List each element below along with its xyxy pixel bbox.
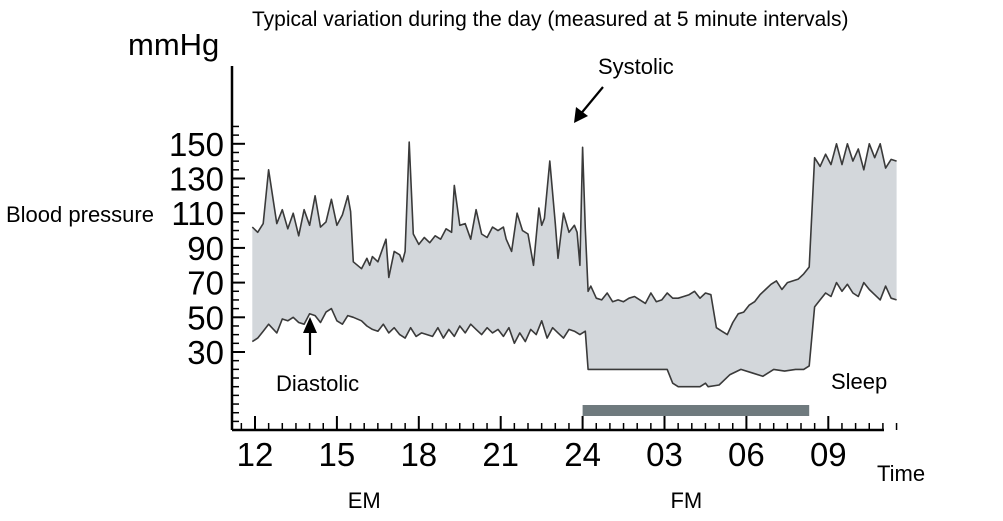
- systolic-line: [251, 141, 897, 336]
- y-tick-label: 130: [169, 161, 224, 198]
- x-tick-label: 24: [564, 436, 601, 473]
- diastolic-line: [251, 281, 897, 388]
- x-tick-label: 12: [237, 436, 274, 473]
- y-tick-label: 150: [169, 126, 224, 163]
- y-axis-label: Blood pressure: [6, 202, 154, 227]
- x-tick-label: 09: [810, 436, 847, 473]
- period-label: EM: [348, 488, 381, 513]
- x-tick-label: 21: [482, 436, 519, 473]
- x-minor-ticks: [240, 423, 898, 430]
- y-minor-ticks: [232, 125, 239, 423]
- systolic-arrow: [574, 86, 604, 123]
- chart-title: Typical variation during the day (measur…: [252, 8, 848, 31]
- sleep-period-bar: [582, 405, 810, 416]
- x-ticks: 12 15 18 21 24 03 06 09: [237, 416, 847, 473]
- x-axis-label: Time: [877, 461, 925, 486]
- period-labels: EM FM: [348, 488, 703, 513]
- y-tick-label: 70: [187, 265, 224, 302]
- diastolic-arrow: [303, 317, 317, 355]
- x-tick-label: 06: [728, 436, 765, 473]
- x-tick-label: 15: [319, 436, 356, 473]
- diastolic-annotation: Diastolic: [276, 371, 359, 396]
- x-tick-label: 18: [400, 436, 437, 473]
- sleep-annotation: Sleep: [831, 369, 887, 394]
- y-tick-label: 90: [187, 230, 224, 267]
- x-tick-label: 03: [646, 436, 683, 473]
- y-tick-label: 50: [187, 299, 224, 336]
- period-label: FM: [670, 488, 702, 513]
- y-unit-label: mmHg: [128, 27, 219, 62]
- y-tick-label: 110: [171, 195, 224, 232]
- pressure-band: [252, 142, 897, 387]
- y-tick-label: 30: [187, 334, 224, 371]
- systolic-annotation: Systolic: [598, 54, 674, 79]
